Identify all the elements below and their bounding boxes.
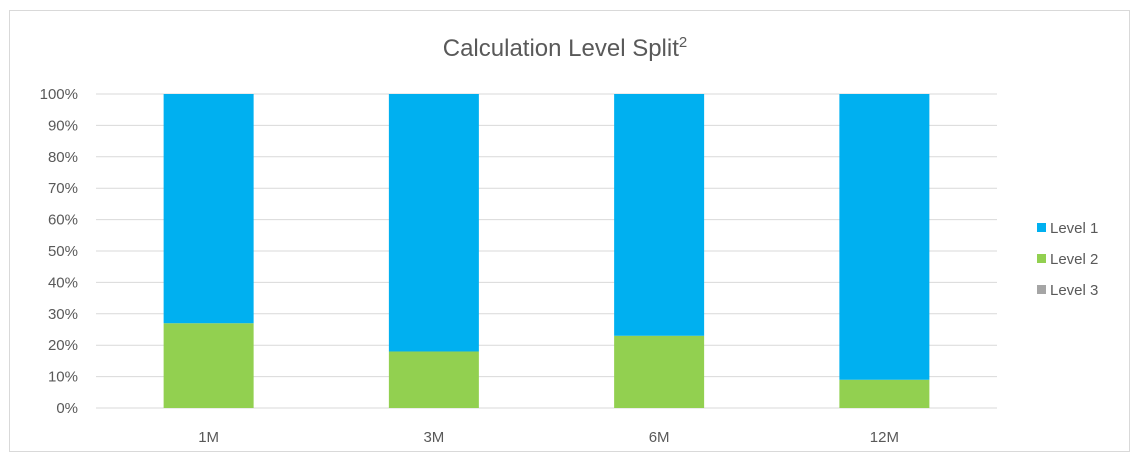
legend-swatch (1037, 285, 1046, 294)
y-tick-label: 50% (48, 243, 78, 260)
legend-swatch (1037, 223, 1046, 232)
x-tick-label: 3M (423, 429, 444, 446)
bar-level-1 (388, 94, 479, 352)
y-tick-label: 20% (48, 337, 78, 354)
y-tick-label: 0% (56, 400, 78, 417)
bar-level-1 (839, 94, 930, 380)
chart-title-main: Calculation Level Split (443, 35, 679, 62)
legend-label: Level 2 (1050, 251, 1098, 268)
y-tick-label: 70% (48, 180, 78, 197)
bars (163, 94, 930, 408)
x-tick-label: 1M (198, 429, 219, 446)
legend-label: Level 3 (1050, 282, 1098, 299)
y-tick-label: 100% (40, 86, 78, 103)
x-tick-label: 12M (870, 429, 899, 446)
x-axis-tick-labels: 1M 3M 6M 12M (198, 429, 899, 446)
legend-label: Level 1 (1050, 220, 1098, 237)
y-tick-label: 10% (48, 369, 78, 386)
legend: Level 1 Level 2 Level 3 (1037, 220, 1098, 299)
bar-level-2 (163, 323, 254, 408)
legend-swatch (1037, 254, 1046, 263)
y-tick-label: 80% (48, 149, 78, 166)
y-tick-label: 60% (48, 212, 78, 229)
y-tick-label: 90% (48, 117, 78, 134)
bar-level-1 (614, 94, 705, 336)
bar-level-2 (388, 351, 479, 408)
y-tick-label: 40% (48, 274, 78, 291)
y-tick-label: 30% (48, 306, 78, 323)
chart-title-superscript: 2 (679, 34, 687, 51)
chart-title: Calculation Level Split2 (443, 34, 687, 62)
bar-level-1 (163, 94, 254, 324)
x-tick-label: 6M (649, 429, 670, 446)
y-axis-tick-labels: 0% 10% 20% 30% 40% 50% 60% 70% 80% 90% 100% (40, 86, 78, 417)
bar-level-2 (614, 335, 705, 408)
bar-level-2 (839, 379, 930, 408)
